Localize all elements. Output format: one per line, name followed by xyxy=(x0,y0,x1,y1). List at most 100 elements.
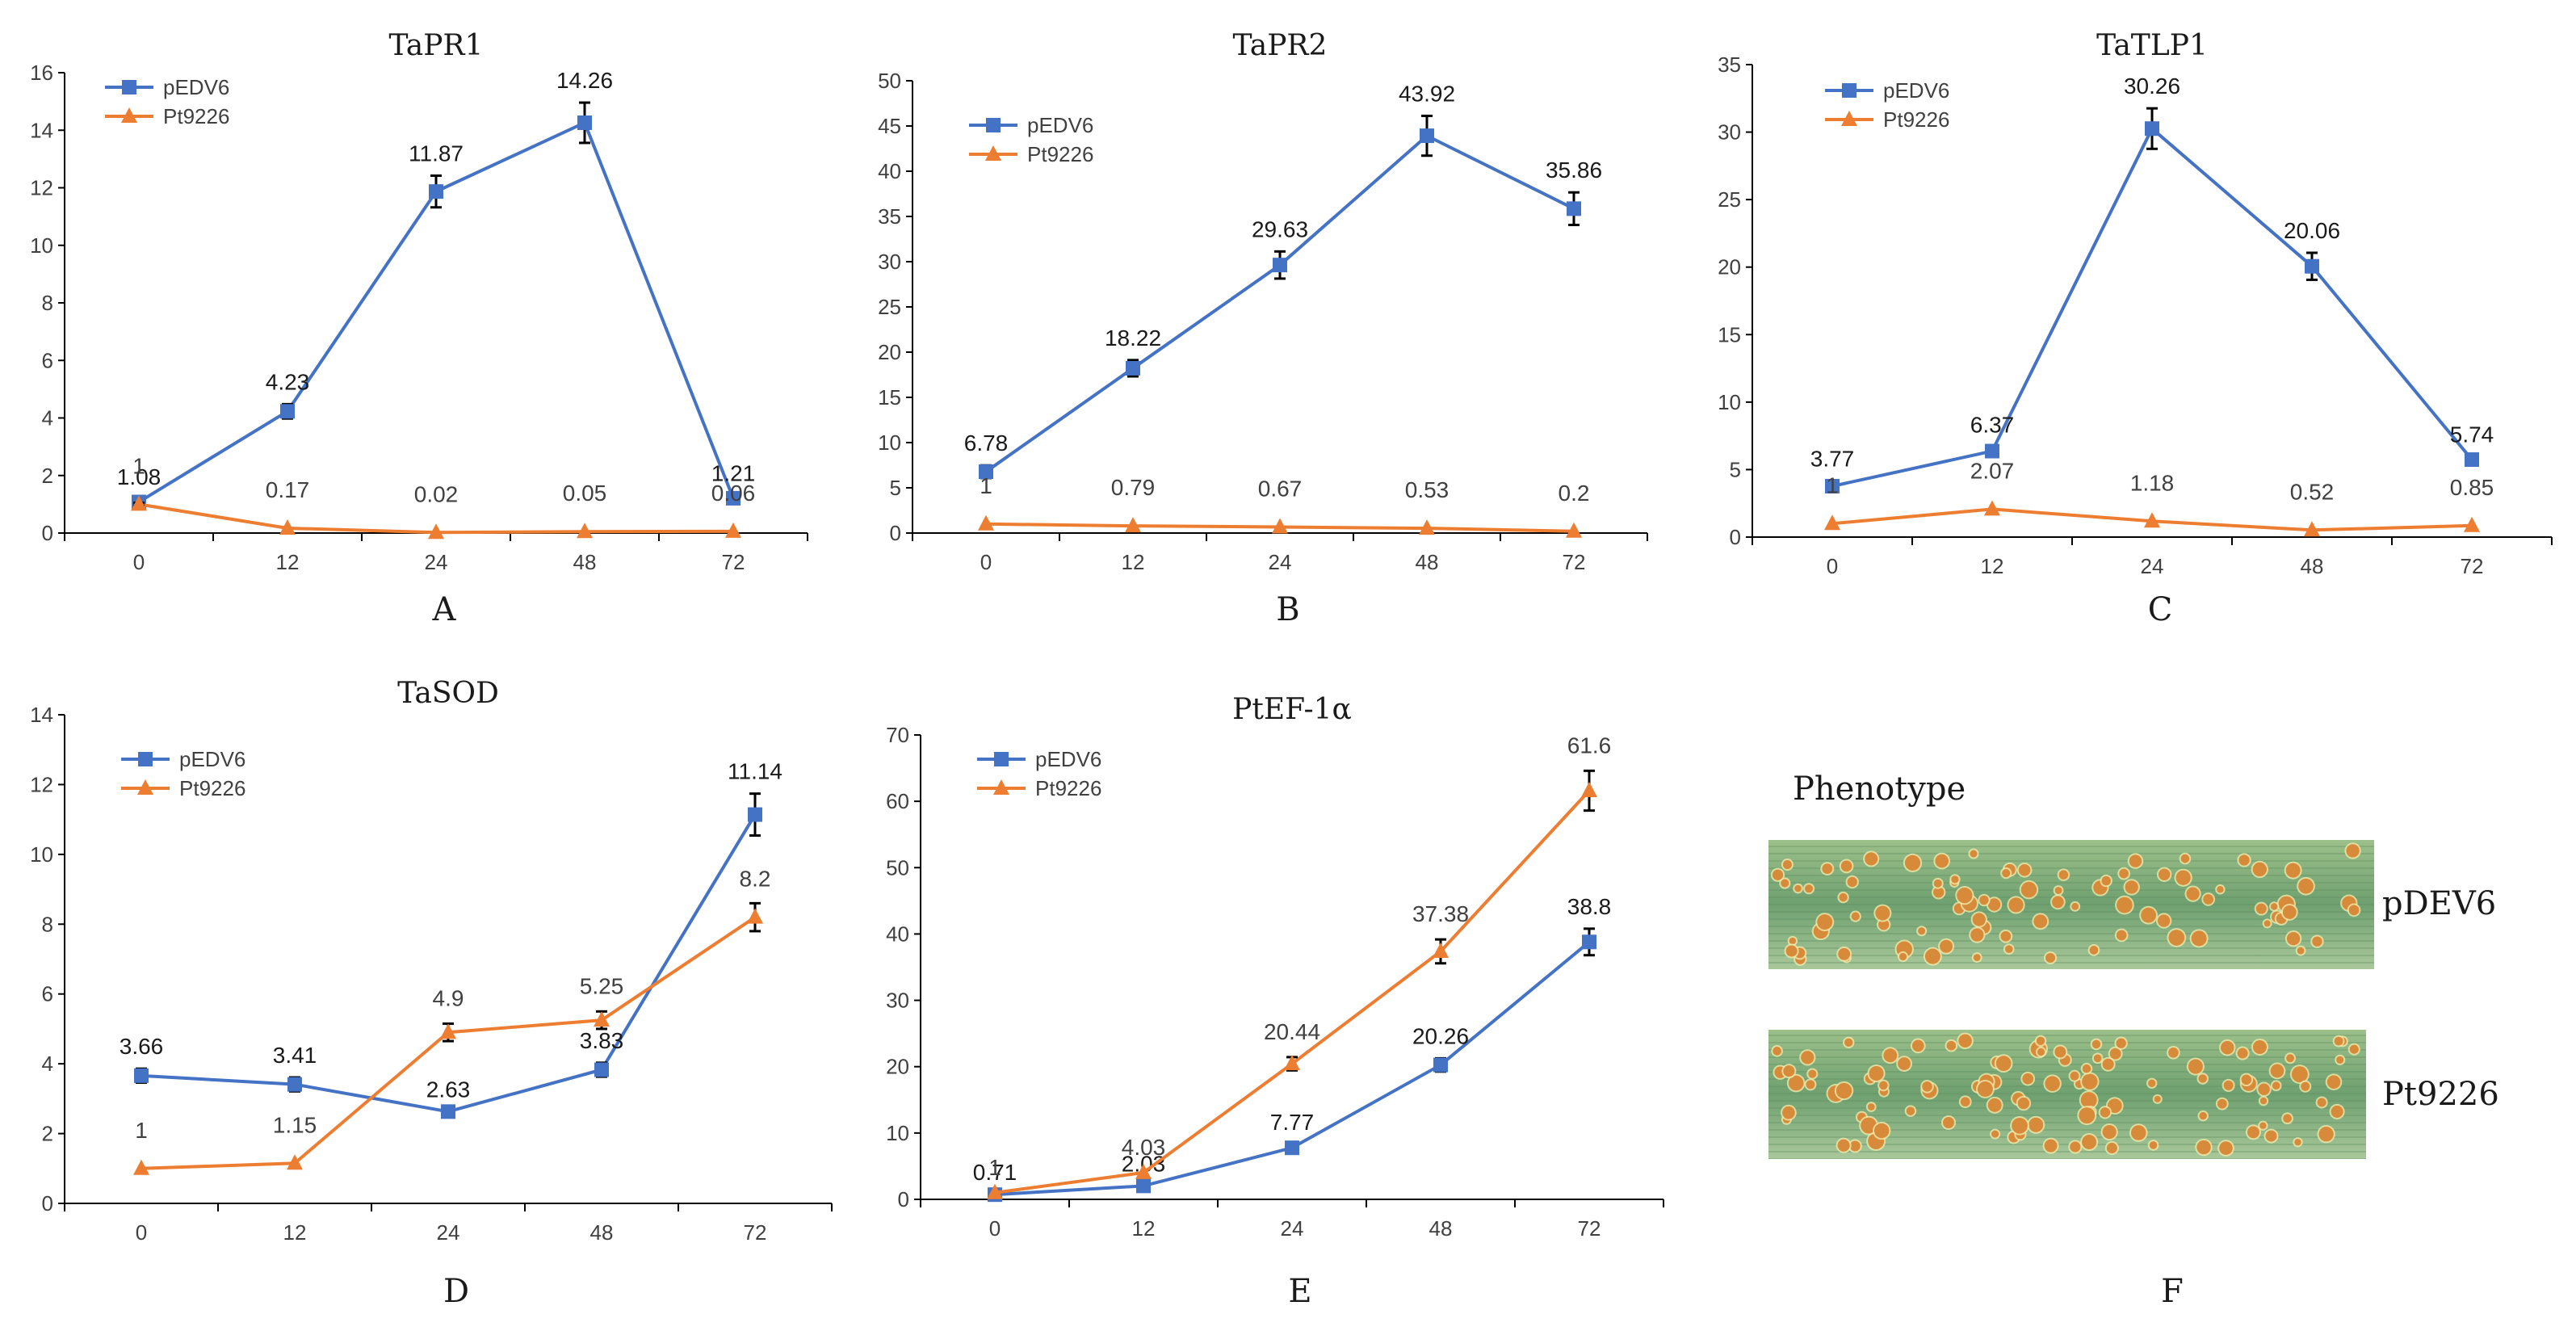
data-point xyxy=(1136,1178,1151,1194)
pustule xyxy=(1922,1081,1932,1092)
pustule xyxy=(2020,881,2037,898)
series-pt9226: 1 0.79 0.67 0.53 0.2 xyxy=(978,473,1589,538)
data-point xyxy=(979,464,993,480)
data-label: 2.07 xyxy=(1970,458,2015,483)
pustule xyxy=(1836,1082,1852,1099)
pustule xyxy=(1808,1069,1817,1078)
x-tick-label: 48 xyxy=(2301,554,2324,578)
pustule xyxy=(1946,1040,1957,1051)
data-label: 11.87 xyxy=(409,141,464,166)
y-tick-label: 45 xyxy=(878,114,901,138)
data-label: 3.83 xyxy=(580,1028,624,1053)
series-pt9226: 1 2.07 1.18 0.52 0.85 xyxy=(1824,458,2494,537)
y-tick-label: 15 xyxy=(1718,322,1741,346)
rust-pustules xyxy=(1771,1032,2360,1157)
pustule xyxy=(1958,1034,1972,1048)
legend: pEDV6 Pt9226 xyxy=(105,75,229,128)
pustule xyxy=(2130,1125,2146,1140)
phenotype-title: Phenotype xyxy=(1793,770,1966,808)
data-point xyxy=(1567,201,1581,216)
legend-label: pEDV6 xyxy=(1027,113,1093,137)
pustule xyxy=(2102,1058,2114,1070)
pustule xyxy=(2000,930,2012,942)
pustule xyxy=(2117,896,2133,913)
data-point xyxy=(978,514,994,531)
pustule xyxy=(1782,860,1792,870)
data-label: 0.67 xyxy=(1258,476,1303,501)
data-label: 1.08 xyxy=(117,464,162,489)
y-tick-label: 2 xyxy=(42,464,53,488)
data-point xyxy=(428,523,444,540)
y-tick-label: 4 xyxy=(42,406,53,430)
pustule xyxy=(1851,912,1860,921)
y-tick-label: 20 xyxy=(886,1055,909,1079)
legend-label: pEDV6 xyxy=(1883,78,1949,103)
y-tick-label: 50 xyxy=(886,855,909,880)
pustule xyxy=(2258,1083,2270,1095)
data-point xyxy=(1566,522,1582,538)
legend: pEDV6 Pt9226 xyxy=(969,113,1093,166)
series-line xyxy=(141,915,757,1170)
x-tick-label: 12 xyxy=(276,550,300,574)
y-tick-label: 16 xyxy=(30,61,53,85)
y-tick-label: 2 xyxy=(42,1122,53,1146)
legend-marker xyxy=(1842,83,1856,98)
x-tick-label: 48 xyxy=(1429,1216,1453,1241)
pustule xyxy=(2154,1095,2161,1102)
legend-marker xyxy=(993,779,1009,795)
data-label: 4.03 xyxy=(1122,1135,1166,1160)
pustule xyxy=(1977,1081,1993,1097)
data-label: 3.77 xyxy=(1810,446,1855,471)
x-tick-label: 48 xyxy=(573,550,597,574)
pustule xyxy=(1794,884,1802,892)
pustule xyxy=(2291,1066,2308,1083)
data-point xyxy=(2305,258,2319,274)
series-pt9226: 1 0.17 0.02 0.05 0.06 xyxy=(131,453,755,540)
y-tick-label: 10 xyxy=(30,842,53,867)
pustule xyxy=(2168,930,2185,946)
data-point xyxy=(429,184,443,199)
pustule xyxy=(2106,1142,2117,1154)
data-point xyxy=(131,495,147,511)
data-label: 5.74 xyxy=(2450,422,2494,447)
legend-marker xyxy=(986,118,1001,132)
x-tick-label: 12 xyxy=(1132,1216,1156,1241)
data-point xyxy=(440,1023,456,1039)
pustule xyxy=(1840,860,1852,872)
pustule xyxy=(1906,1106,1915,1115)
pustule xyxy=(1879,1081,1888,1090)
y-tick-label: 10 xyxy=(878,430,901,455)
pustule xyxy=(1785,945,1798,957)
pustule xyxy=(1822,863,1833,875)
legend-label: pEDV6 xyxy=(1035,747,1101,771)
data-label: 43.92 xyxy=(1399,81,1455,106)
data-point xyxy=(726,490,740,506)
data-point xyxy=(1273,258,1287,273)
pustule xyxy=(1838,947,1851,960)
series-line xyxy=(141,813,757,1114)
pustule xyxy=(1951,875,1959,884)
pustule xyxy=(1849,1140,1861,1152)
x-tick-label: 12 xyxy=(1122,550,1145,574)
data-label: 5.25 xyxy=(580,973,624,998)
panel-letter: A xyxy=(432,591,457,628)
data-label: 6.78 xyxy=(964,430,1009,456)
pustule xyxy=(2008,897,2024,913)
y-tick-label: 35 xyxy=(1718,52,1741,77)
data-point xyxy=(287,1154,303,1170)
pustule xyxy=(1911,1039,1924,1052)
pustule xyxy=(1873,1123,1890,1139)
pustule xyxy=(2058,870,2069,880)
data-point xyxy=(134,1068,149,1083)
data-label: 20.26 xyxy=(1412,1023,1469,1048)
x-tick-label: 0 xyxy=(133,550,145,574)
y-tick-label: 14 xyxy=(30,703,53,727)
pustule xyxy=(2168,1047,2179,1058)
legend: pEDV6 Pt9226 xyxy=(977,747,1101,800)
data-point xyxy=(1984,500,2000,516)
leaf-label-pdev6: pDEV6 xyxy=(2382,885,2496,922)
pustule xyxy=(2002,868,2011,878)
y-tick-label: 12 xyxy=(30,772,53,796)
